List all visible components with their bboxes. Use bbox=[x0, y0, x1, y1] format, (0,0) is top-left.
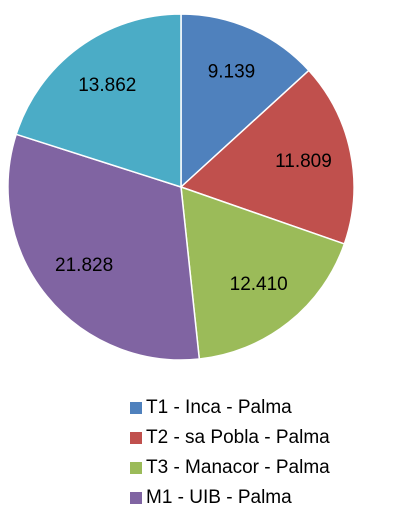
legend-swatch bbox=[130, 432, 142, 444]
pie-slice bbox=[15, 13, 182, 189]
data-label: 13.862 bbox=[78, 75, 136, 96]
pie-slice bbox=[179, 69, 355, 245]
data-label: 12.410 bbox=[230, 274, 288, 295]
legend-label: T3 - Manacor - Palma bbox=[146, 457, 330, 478]
data-label: 11.809 bbox=[275, 151, 332, 172]
legend-label: M1 - UIB - Palma bbox=[146, 487, 292, 508]
pie-slice bbox=[180, 185, 346, 360]
legend-swatch bbox=[130, 492, 142, 504]
pie-slice bbox=[7, 133, 201, 361]
legend-swatch bbox=[130, 462, 142, 474]
pie-slice bbox=[180, 13, 310, 189]
legend-label: T1 - Inca - Palma bbox=[146, 397, 292, 418]
data-label: 21.828 bbox=[55, 255, 113, 276]
legend-label: T2 - sa Pobla - Palma bbox=[146, 427, 330, 448]
legend-swatch bbox=[130, 402, 142, 414]
data-label: 9.139 bbox=[208, 62, 256, 83]
